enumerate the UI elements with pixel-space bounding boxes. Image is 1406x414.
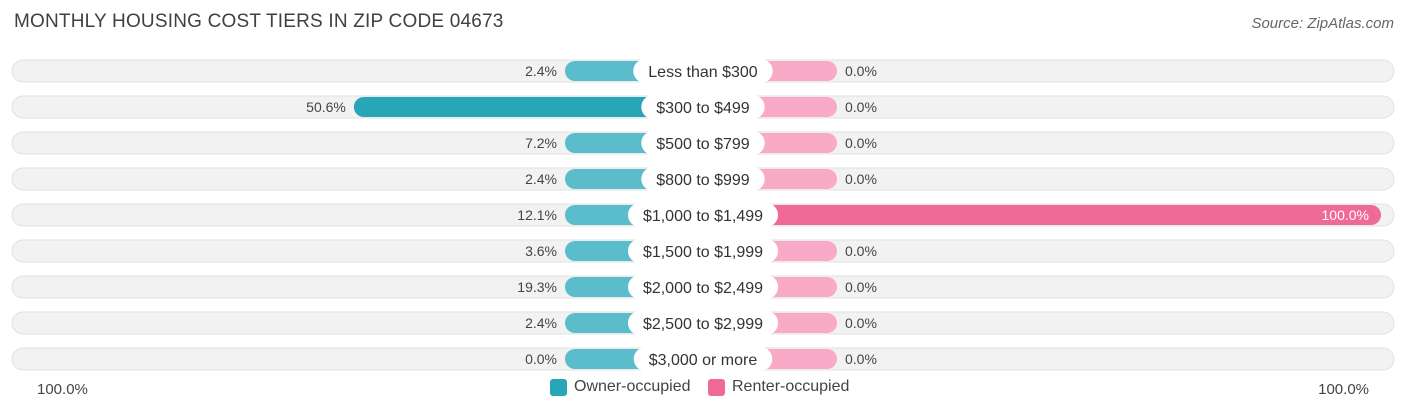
legend-item-owner[interactable]: Owner-occupied: [550, 378, 691, 396]
category-label: $1,500 to $1,999: [643, 244, 763, 261]
axis-right-label: 100.0%: [1318, 381, 1369, 398]
category-label: $1,000 to $1,499: [643, 208, 763, 225]
value-label-owner: 2.4%: [525, 315, 557, 331]
value-label-owner: 19.3%: [517, 279, 557, 295]
category-pill: [627, 275, 779, 299]
bar-renter: [703, 205, 1381, 225]
axis-left-label: 100.0%: [37, 381, 88, 398]
legend-label-renter: Renter-occupied: [732, 378, 850, 395]
category-pill: [641, 95, 765, 119]
category-label: $2,500 to $2,999: [643, 316, 763, 333]
category-pill: [627, 311, 779, 335]
category-pill: [633, 347, 773, 371]
category-pill: [633, 59, 773, 83]
category-label: Less than $300: [648, 64, 758, 81]
source-credit: Source: ZipAtlas.com: [1251, 15, 1394, 32]
category-label: $500 to $799: [656, 136, 750, 153]
value-label-owner: 50.6%: [306, 99, 346, 115]
value-label-owner: 2.4%: [525, 171, 557, 187]
legend-swatch-renter: [708, 378, 725, 396]
value-label-renter: 0.0%: [845, 171, 877, 187]
category-pill: [627, 203, 779, 227]
category-pill: [627, 239, 779, 263]
value-label-owner: 0.0%: [525, 351, 557, 367]
category-pill: [641, 131, 765, 155]
category-label: $300 to $499: [656, 100, 750, 117]
legend-label-owner: Owner-occupied: [574, 378, 691, 395]
value-label-renter: 100.0%: [1322, 207, 1369, 223]
bar-owner: [353, 97, 703, 117]
chart-canvas: Less than $300 2.4% 0.0% $300 to $499 50.6% 0…: [11, 59, 1395, 371]
category-pill: [641, 167, 765, 191]
chart-title: MONTHLY HOUSING COST TIERS IN ZIP CODE 0…: [14, 11, 504, 32]
value-label-owner: 7.2%: [525, 135, 557, 151]
value-label-owner: 12.1%: [517, 207, 557, 223]
value-label-owner: 2.4%: [525, 63, 557, 79]
category-label: $3,000 or more: [649, 352, 758, 369]
value-label-renter: 0.0%: [845, 99, 877, 115]
value-label-owner: 3.6%: [525, 243, 557, 259]
value-label-renter: 0.0%: [845, 135, 877, 151]
category-label: $2,000 to $2,499: [643, 280, 763, 297]
value-label-renter: 0.0%: [845, 243, 877, 259]
legend-item-renter[interactable]: Renter-occupied: [708, 378, 849, 396]
legend: Owner-occupied Renter-occupied: [0, 378, 1406, 402]
category-label: $800 to $999: [656, 172, 750, 189]
value-label-renter: 0.0%: [845, 279, 877, 295]
value-label-renter: 0.0%: [845, 351, 877, 367]
value-label-renter: 0.0%: [845, 315, 877, 331]
legend-swatch-owner: [550, 378, 567, 396]
value-label-renter: 0.0%: [845, 63, 877, 79]
